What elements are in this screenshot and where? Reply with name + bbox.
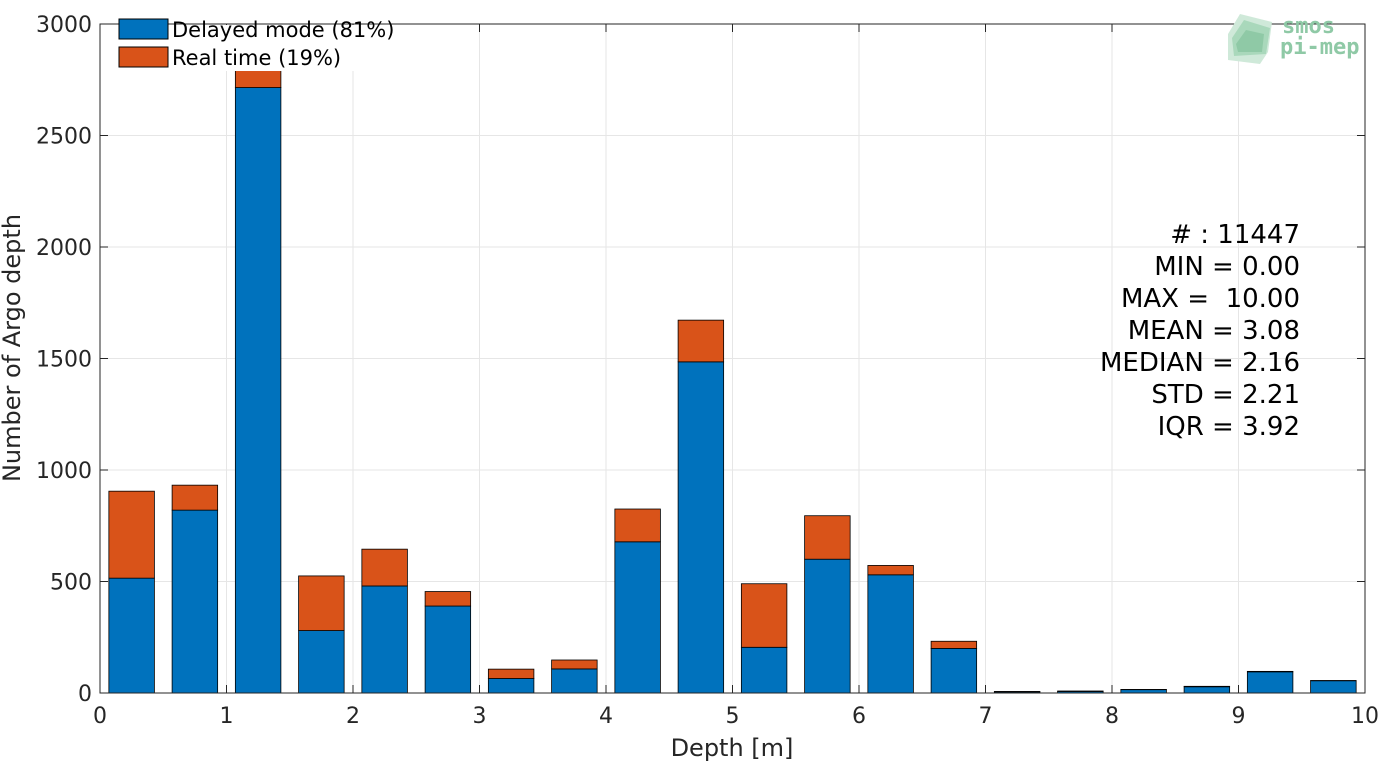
- logo-text-line2: pi-mep: [1280, 35, 1359, 60]
- stat-mean: MEAN = 3.08: [1128, 316, 1300, 346]
- bar-delayed-6: [487, 678, 535, 694]
- stat-iqr: IQR = 3.92: [1158, 412, 1300, 442]
- y-axis-label: Number of Argo depth: [0, 214, 26, 482]
- bar-delayed-10: [740, 646, 788, 694]
- bar-realtime-10: [740, 583, 788, 648]
- x-tick-label: 5: [726, 704, 740, 729]
- bar-delayed-2: [234, 87, 282, 694]
- bar-delayed-0: [108, 577, 155, 694]
- bar-delayed-13: [930, 648, 978, 694]
- bar-realtime-9: [677, 319, 725, 363]
- x-tick-label: 7: [979, 704, 993, 729]
- bar-delayed-18: [1246, 671, 1294, 694]
- x-tick-label: 2: [346, 704, 360, 729]
- stat-std: STD = 2.21: [1151, 380, 1300, 410]
- bar-delayed-5: [424, 605, 472, 694]
- legend-label-realtime: Real time (19%): [172, 46, 341, 70]
- logo-wave-icon: [1228, 14, 1272, 64]
- bar-delayed-19: [1310, 680, 1357, 694]
- bar-realtime-11: [804, 515, 851, 560]
- x-tick-label: 0: [93, 704, 107, 729]
- y-tick-label: 3000: [36, 13, 92, 38]
- legend-swatch-delayed: [118, 18, 169, 40]
- bar-realtime-3: [298, 575, 345, 631]
- y-tick-label: 2500: [36, 125, 92, 150]
- y-tick-label: 0: [78, 682, 92, 707]
- smos-pi-mep-logo: smos pi-mep: [1228, 14, 1359, 64]
- bar-delayed-3: [298, 630, 345, 694]
- y-tick-label: 1500: [36, 348, 92, 373]
- bar-delayed-8: [614, 541, 661, 694]
- logo-text-line1: smos: [1282, 14, 1335, 39]
- bar-realtime-4: [361, 548, 408, 587]
- bar-delayed-7: [551, 668, 598, 694]
- bar-realtime-7: [551, 659, 598, 670]
- bar-delayed-11: [804, 558, 851, 694]
- bar-realtime-6: [487, 668, 535, 679]
- legend-swatch-realtime: [118, 46, 169, 68]
- y-tick-label: 1000: [36, 459, 92, 484]
- x-tick-label: 8: [1105, 704, 1119, 729]
- x-tick-label: 3: [473, 704, 487, 729]
- legend: Delayed mode (81%) Real time (19%): [101, 18, 406, 71]
- statistics-annotation: # : 11447 MIN = 0.00 MAX = 10.00 MEAN = …: [1100, 220, 1300, 442]
- x-tick-label: 4: [599, 704, 613, 729]
- y-tick-label: 500: [50, 571, 92, 596]
- axis-ticks: 0 1 2 3 4 5 6 7 8 9 10 0 500 1000 1500 2000 2500 3000: [36, 13, 1378, 729]
- bar-delayed-16: [1120, 689, 1167, 694]
- bar-delayed-1: [171, 509, 219, 694]
- legend-label-delayed: Delayed mode (81%): [172, 18, 394, 42]
- bar-realtime-1: [171, 484, 219, 511]
- bars: [108, 32, 1357, 694]
- x-tick-label: 10: [1351, 704, 1378, 729]
- x-axis-label: Depth [m]: [671, 734, 794, 762]
- x-tick-label: 9: [1232, 704, 1246, 729]
- x-tick-label: 6: [852, 704, 866, 729]
- stat-count: # : 11447: [1170, 220, 1300, 250]
- y-tick-label: 2000: [36, 236, 92, 261]
- bar-delayed-9: [677, 361, 725, 694]
- bar-realtime-12: [867, 565, 914, 576]
- bar-realtime-0: [108, 490, 155, 579]
- stat-min: MIN = 0.00: [1154, 252, 1300, 282]
- stat-max: MAX = 10.00: [1121, 284, 1300, 314]
- bar-realtime-8: [614, 508, 661, 543]
- bar-delayed-12: [867, 574, 914, 694]
- bar-delayed-4: [361, 585, 408, 694]
- bar-realtime-13: [930, 640, 978, 649]
- bar-delayed-17: [1183, 686, 1231, 694]
- bar-realtime-5: [424, 591, 472, 607]
- x-tick-label: 1: [220, 704, 234, 729]
- stat-median: MEDIAN = 2.16: [1100, 348, 1300, 378]
